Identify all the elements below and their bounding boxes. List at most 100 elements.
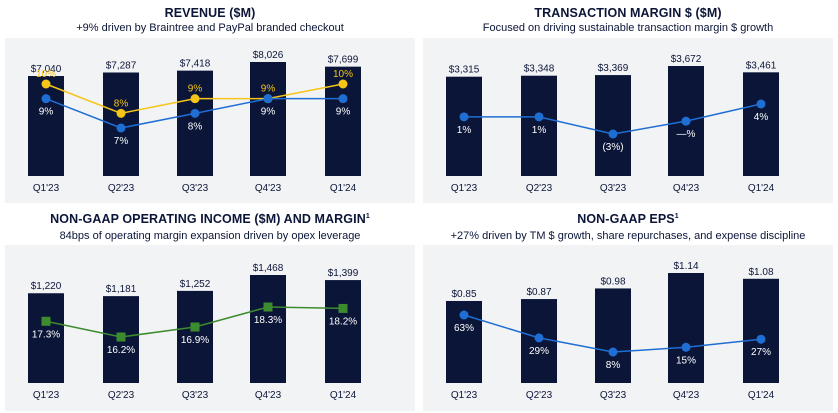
bar-value-label: $1.08	[748, 267, 773, 278]
bar-value-label: $7,418	[180, 59, 211, 70]
series-value-label: —%	[677, 129, 696, 140]
chart-subtitle: Focused on driving sustainable transacti…	[482, 22, 774, 34]
series-point	[459, 310, 469, 320]
series-value-label: 63%	[454, 323, 474, 334]
category-label: Q1'23	[451, 390, 478, 401]
category-label: Q1'24	[748, 183, 775, 194]
series-value-label: 16.9%	[181, 335, 209, 346]
series-value-label: 17.3%	[32, 329, 60, 340]
bar	[250, 62, 286, 176]
series-point	[263, 94, 273, 104]
bar-value-label: $0.87	[526, 287, 551, 298]
category-label: Q3'23	[600, 390, 627, 401]
chart-svg: $0.85 Q1'23 $0.87 Q2'23 $0.98 Q3'23 $1.14 Q4'23…	[446, 261, 779, 401]
bar	[28, 293, 64, 383]
chart-subtitle: 84bps of operating margin expansion driv…	[59, 230, 361, 242]
bar	[446, 76, 482, 176]
chart-title: TRANSACTION MARGIN $ ($M)	[534, 6, 722, 20]
chart-svg: $3,315 Q1'23 $3,348 Q2'23 $3,369 Q3'23 $3,672 Q…	[446, 54, 779, 194]
series-value-label: 29%	[529, 346, 549, 357]
series-point	[756, 334, 766, 344]
bar	[177, 290, 213, 383]
series-value-label: 27%	[751, 347, 771, 358]
bar-value-label: $0.85	[451, 289, 476, 300]
series-value-label: 9%	[39, 107, 54, 118]
series-value-label: 8%	[188, 121, 203, 132]
bar	[250, 275, 286, 383]
category-label: Q1'23	[33, 183, 60, 194]
title-superscript: 1	[365, 212, 370, 220]
series-point	[681, 116, 691, 126]
series-value-label: 18.2%	[329, 316, 357, 327]
series-point	[338, 79, 348, 89]
category-label: Q2'23	[108, 183, 135, 194]
series-value-label: 18.3%	[254, 315, 282, 326]
series-point	[338, 94, 348, 104]
series-point	[116, 123, 126, 133]
category-label: Q1'24	[330, 390, 357, 401]
chart-subtitle: +27% driven by TM $ growth, share repurc…	[450, 230, 806, 242]
bar	[28, 76, 64, 176]
category-label: Q4'23	[255, 183, 282, 194]
series-value-label: 9%	[336, 107, 351, 118]
series-point	[338, 303, 348, 313]
series-point	[116, 108, 126, 118]
bar-value-label: $8,026	[253, 50, 284, 61]
eps-chart: NON-GAAP EPS1 +27% driven by TM $ growth…	[423, 207, 833, 413]
category-label: Q1'23	[451, 183, 478, 194]
title-superscript: 1	[674, 212, 679, 220]
category-label: Q1'23	[33, 390, 60, 401]
bar	[743, 72, 779, 176]
category-label: Q3'23	[182, 390, 209, 401]
operating-income-chart: NON-GAAP OPERATING INCOME ($M) AND MARGI…	[5, 207, 415, 413]
series-value-label: 10%	[36, 69, 56, 80]
series-value-label: 8%	[606, 360, 621, 371]
bar-value-label: $1,252	[180, 279, 211, 290]
bar-value-label: $7,699	[328, 55, 359, 66]
series-value-label: 1%	[532, 125, 547, 136]
series-value-label: 9%	[261, 107, 276, 118]
bar-value-label: $1,220	[31, 281, 62, 292]
revenue-chart: REVENUE ($M) +9% driven by Braintree and…	[5, 0, 415, 205]
series-point	[608, 129, 618, 139]
bar-value-label: $0.98	[600, 276, 625, 287]
bar	[595, 75, 631, 176]
series-point	[190, 94, 200, 104]
series-point	[681, 342, 691, 352]
chart-subtitle: +9% driven by Braintree and PayPal brand…	[76, 22, 344, 34]
category-label: Q1'24	[748, 390, 775, 401]
bar-value-label: $3,672	[671, 54, 702, 65]
bar-value-label: $7,287	[106, 60, 137, 71]
series-point	[41, 316, 51, 326]
series-value-label: 7%	[114, 136, 129, 147]
bar-value-label: $1,181	[106, 284, 137, 295]
series-value-label: 8%	[114, 98, 129, 109]
category-label: Q4'23	[673, 390, 700, 401]
series-value-label: 1%	[457, 125, 472, 136]
series-point	[263, 302, 273, 312]
series-point	[608, 347, 618, 357]
category-label: Q3'23	[182, 183, 209, 194]
series-point	[116, 332, 126, 342]
series-point	[190, 108, 200, 118]
series-value-label: 9%	[188, 84, 203, 95]
series-value-label: 15%	[676, 355, 696, 366]
chart-title: REVENUE ($M)	[164, 6, 256, 20]
series-value-label: 10%	[333, 69, 353, 80]
series-point	[41, 94, 51, 104]
series-point	[534, 333, 544, 343]
bar-value-label: $1,468	[253, 263, 284, 274]
bar-value-label: $1,399	[328, 268, 359, 279]
category-label: Q4'23	[255, 390, 282, 401]
series-point	[534, 112, 544, 122]
bar-value-label: $3,461	[746, 60, 777, 71]
chart-svg: $1,220 Q1'23 $1,181 Q2'23 $1,252 Q3'23 $1,468 Q…	[28, 263, 361, 401]
chart-svg: $7,040 Q1'23 $7,287 Q2'23 $7,418 Q3'23 $8,026 Q…	[28, 50, 361, 194]
series-point	[41, 79, 51, 89]
category-label: Q2'23	[526, 183, 553, 194]
bar	[325, 280, 361, 383]
bar	[668, 273, 704, 383]
chart-title: NON-GAAP EPS1	[577, 212, 679, 226]
category-label: Q2'23	[526, 390, 553, 401]
chart-title: NON-GAAP OPERATING INCOME ($M) AND MARGI…	[50, 212, 370, 226]
